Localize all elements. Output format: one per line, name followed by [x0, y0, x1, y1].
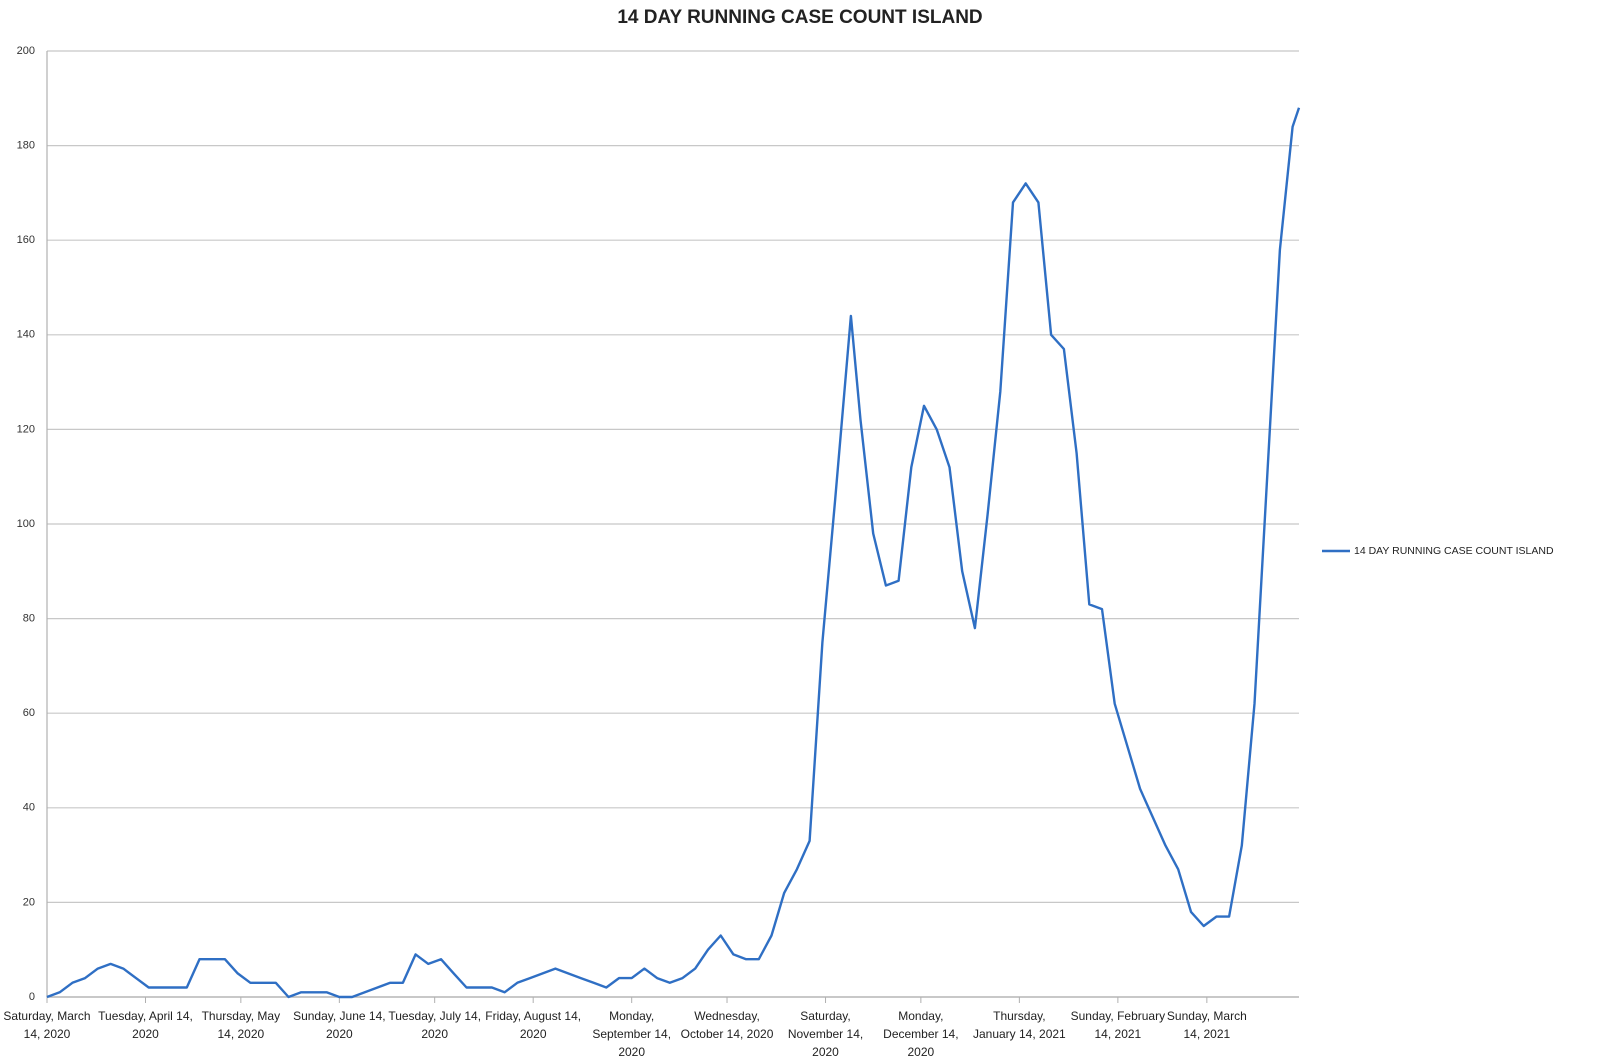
y-tick-label: 20 — [23, 896, 35, 908]
x-tick-label: Tuesday, April 14, 2020 — [98, 1009, 193, 1041]
x-tick-label: Saturday, March 14, 2020 — [3, 1009, 91, 1041]
y-tick-label: 140 — [17, 329, 35, 341]
y-tick-label: 200 — [17, 45, 35, 57]
chart-title: 14 DAY RUNNING CASE COUNT ISLAND — [617, 7, 982, 28]
x-tick-label: Sunday, June 14, 2020 — [293, 1009, 386, 1041]
x-tick-label: Monday, December 14, 2020 — [883, 1009, 959, 1059]
data-line — [46, 107, 1301, 999]
x-tick-label: Thursday, January 14, 2021 — [972, 1009, 1066, 1041]
x-tick-label: Tuesday, July 14, 2020 — [388, 1009, 482, 1041]
y-tick-label: 100 — [17, 518, 35, 530]
x-tick-label: Monday, September 14, 2020 — [592, 1009, 672, 1059]
y-tick-label: 120 — [17, 423, 35, 435]
x-tick-label: Sunday, March 14, 2021 — [1166, 1009, 1247, 1041]
x-tick-label: Sunday, February 14, 2021 — [1070, 1009, 1166, 1041]
y-tick-label: 60 — [23, 707, 35, 719]
x-tick-label: Wednesday, October 14, 2020 — [680, 1009, 774, 1041]
x-tick-label: Thursday, May 14, 2020 — [201, 1009, 281, 1041]
y-tick-label: 80 — [23, 613, 35, 625]
legend-label: 14 DAY RUNNING CASE COUNT ISLAND — [1354, 545, 1554, 557]
y-tick-label: 0 — [29, 991, 35, 1003]
x-tick-label: Friday, August 14, 2020 — [485, 1009, 582, 1041]
y-tick-label: 180 — [17, 140, 35, 152]
y-tick-label: 160 — [17, 234, 35, 246]
y-tick-label: 40 — [23, 802, 35, 814]
x-tick-label: Saturday, November 14, 2020 — [787, 1009, 864, 1059]
